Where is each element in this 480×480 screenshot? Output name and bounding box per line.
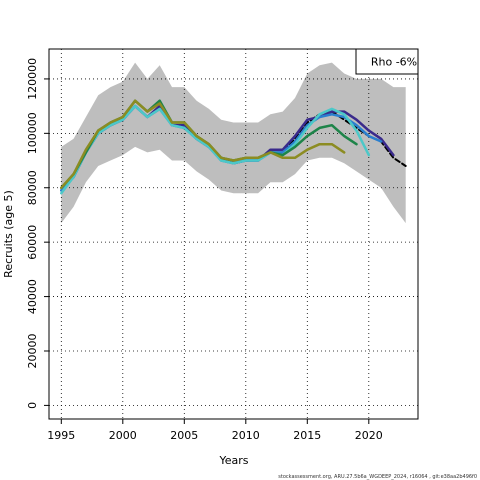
x-tick-label: 2000 bbox=[109, 429, 137, 442]
legend-box bbox=[355, 48, 419, 75]
x-tick-label: 2010 bbox=[232, 429, 260, 442]
grid-layer bbox=[49, 49, 418, 419]
confidence-band-layer bbox=[61, 62, 406, 224]
confidence-band bbox=[61, 62, 406, 224]
y-tick-label: 60000 bbox=[26, 225, 39, 260]
x-tick-label: 2015 bbox=[293, 429, 321, 442]
y-tick-label: 120000 bbox=[26, 58, 39, 100]
legend: Rho -6% bbox=[355, 48, 419, 75]
y-tick-label: 20000 bbox=[26, 334, 39, 369]
x-axis-title: Years bbox=[218, 454, 248, 467]
legend-text: Rho -6% bbox=[371, 56, 417, 69]
y-tick-label: 0 bbox=[26, 402, 39, 409]
x-tick-label: 2020 bbox=[355, 429, 383, 442]
series-line-6 bbox=[60, 99, 346, 190]
footer-credit: stockassessment.org, ARU.27.5b6a_WGDEEP_… bbox=[278, 474, 477, 480]
axis-layer: 1995 2000 2005 2010 2015 2020 0 20000 40000 60000… bbox=[26, 58, 383, 442]
plot-frame bbox=[48, 48, 419, 420]
series-line-4 bbox=[60, 104, 371, 195]
series-layer bbox=[60, 99, 407, 195]
y-tick-label: 100000 bbox=[26, 112, 39, 154]
y-tick-label: 40000 bbox=[26, 279, 39, 314]
x-tick-label: 2005 bbox=[170, 429, 198, 442]
x-tick-label: 1995 bbox=[47, 429, 75, 442]
y-axis-title: Recruits (age 5) bbox=[2, 190, 15, 278]
y-tick-label: 80000 bbox=[26, 170, 39, 205]
